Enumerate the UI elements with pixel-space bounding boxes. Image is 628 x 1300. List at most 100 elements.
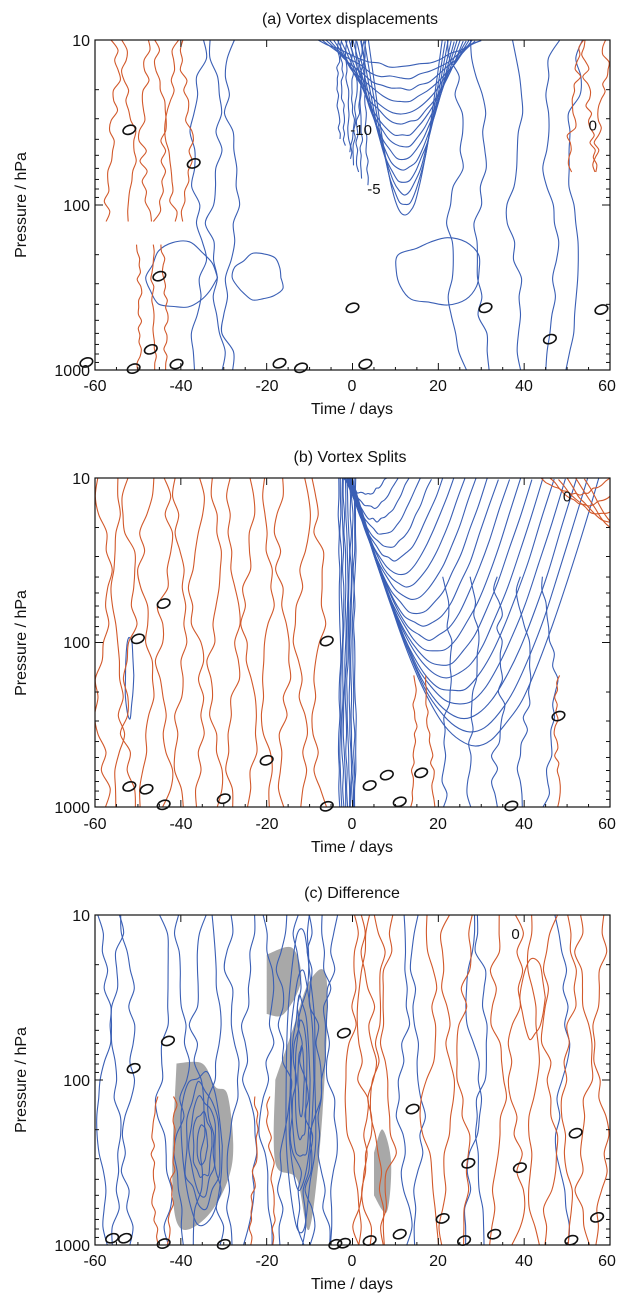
panel-c-ticks: [94, 914, 611, 1246]
significance-region: [172, 1061, 234, 1230]
panel-c-ytick: 1000: [54, 1238, 90, 1255]
negative-contour: [240, 915, 258, 1245]
positive-contour: [225, 478, 241, 807]
positive-contour: [166, 1096, 178, 1245]
negative-contour: [317, 915, 332, 1245]
negative-contour: [110, 915, 125, 1245]
panel-c-title: (c) Difference: [304, 885, 400, 902]
zero-contour-label: [478, 302, 493, 314]
negative-contour: [395, 915, 413, 1245]
negative-contour: [348, 478, 522, 652]
negative-contour: [541, 576, 559, 807]
contour-value-label: -10: [350, 122, 372, 139]
positive-contour: [553, 675, 561, 807]
panel-b-xtick: 0: [348, 816, 357, 833]
positive-contour: [119, 478, 138, 807]
zero-contour-label: [345, 302, 360, 314]
negative-contour: [223, 915, 240, 1245]
negative-contour: [294, 1019, 308, 1141]
positive-contour: [240, 478, 258, 807]
negative-contour: [356, 40, 452, 183]
significance-region: [374, 1129, 392, 1213]
panel-b-xtick: 60: [598, 816, 616, 833]
zero-contour-label: [568, 1127, 583, 1139]
positive-contour: [164, 40, 180, 222]
panel-b-xtick: -60: [83, 816, 106, 833]
positive-contour: [369, 915, 386, 1245]
positive-contour: [574, 915, 594, 1245]
negative-contour: [359, 40, 365, 179]
negative-contour: [348, 478, 511, 641]
panel-b-ytick: 1000: [54, 800, 90, 817]
zero-contour-label: [117, 1232, 133, 1244]
panel-b-ylabel: Pressure / hPa: [13, 590, 30, 696]
zero-contour-label: [336, 1027, 351, 1039]
panel-c-xtick: 40: [515, 1253, 533, 1270]
negative-contour: [321, 40, 479, 80]
panel-b-ytick: 10: [72, 471, 90, 488]
negative-contour: [297, 1045, 305, 1118]
zero-contour-label: [435, 1212, 450, 1224]
zero-contour-label: [551, 710, 566, 722]
negative-contour: [337, 478, 342, 807]
panel-b-ticks: [94, 477, 611, 808]
zero-contour-label: [143, 343, 158, 355]
positive-contour: [248, 1096, 259, 1245]
negative-contour: [207, 915, 225, 1245]
negative-contour: [275, 915, 293, 1245]
positive-contour: [592, 40, 610, 173]
negative-contour: [367, 40, 443, 216]
panel-a-xtick: 60: [598, 378, 616, 395]
negative-contour: [344, 40, 351, 153]
panel-c-significance: [172, 946, 392, 1231]
zero-contour-label: [79, 357, 94, 368]
negative-contour: [192, 1110, 213, 1179]
negative-contour: [196, 1124, 209, 1166]
negative-contour: [515, 576, 532, 807]
positive-contour: [206, 478, 224, 807]
positive-contour: [152, 40, 167, 222]
positive-contour: [352, 915, 371, 1245]
positive-contour: [135, 244, 143, 370]
negative-contour: [184, 1080, 221, 1211]
zero-contour-label: [512, 1162, 527, 1174]
negative-contour: [204, 40, 226, 370]
positive-contour: [150, 1096, 159, 1245]
negative-contour: [173, 915, 191, 1245]
positive-contour: [160, 244, 169, 370]
panel-a-ytick: 1000: [54, 363, 90, 380]
negative-contour: [344, 478, 349, 807]
positive-contour: [425, 675, 436, 807]
zero-contour-label: [358, 358, 373, 370]
negative-contour: [409, 915, 426, 1245]
zero-contour-label: [564, 1234, 579, 1246]
panel-b-plot: 0: [94, 477, 611, 812]
negative-contour: [446, 40, 468, 370]
positive-contour: [179, 40, 194, 222]
negative-contour: [231, 252, 284, 301]
negative-contour: [474, 915, 488, 1245]
panel-a-xtick: 0: [348, 378, 357, 395]
panel-c-xtick: 0: [348, 1253, 357, 1270]
positive-contour: [360, 915, 378, 1245]
panel-a-zero-markers: -10 -5 0: [79, 118, 609, 374]
negative-contour: [297, 915, 314, 1245]
panel-a-ylabel: Pressure / hPa: [13, 152, 30, 258]
negative-contour: [346, 478, 351, 807]
negative-contour: [351, 478, 600, 747]
panel-c-contours: [96, 915, 610, 1245]
zero-contour-label: [259, 754, 274, 766]
positive-contour: [575, 478, 610, 528]
panel-c-ylabel: Pressure / hPa: [13, 1027, 30, 1133]
positive-contour: [154, 478, 174, 807]
positive-contour: [526, 915, 540, 1245]
negative-contour: [325, 915, 339, 1245]
panel-a-title: (a) Vortex displacements: [262, 11, 438, 28]
zero-contour-label: [594, 304, 609, 315]
zero-contour-label: [319, 800, 334, 812]
negative-contour: [350, 478, 354, 807]
zero-contour-label: [186, 158, 201, 169]
panel-b-xtick: 40: [515, 816, 533, 833]
panel-a-contours: [103, 40, 610, 370]
